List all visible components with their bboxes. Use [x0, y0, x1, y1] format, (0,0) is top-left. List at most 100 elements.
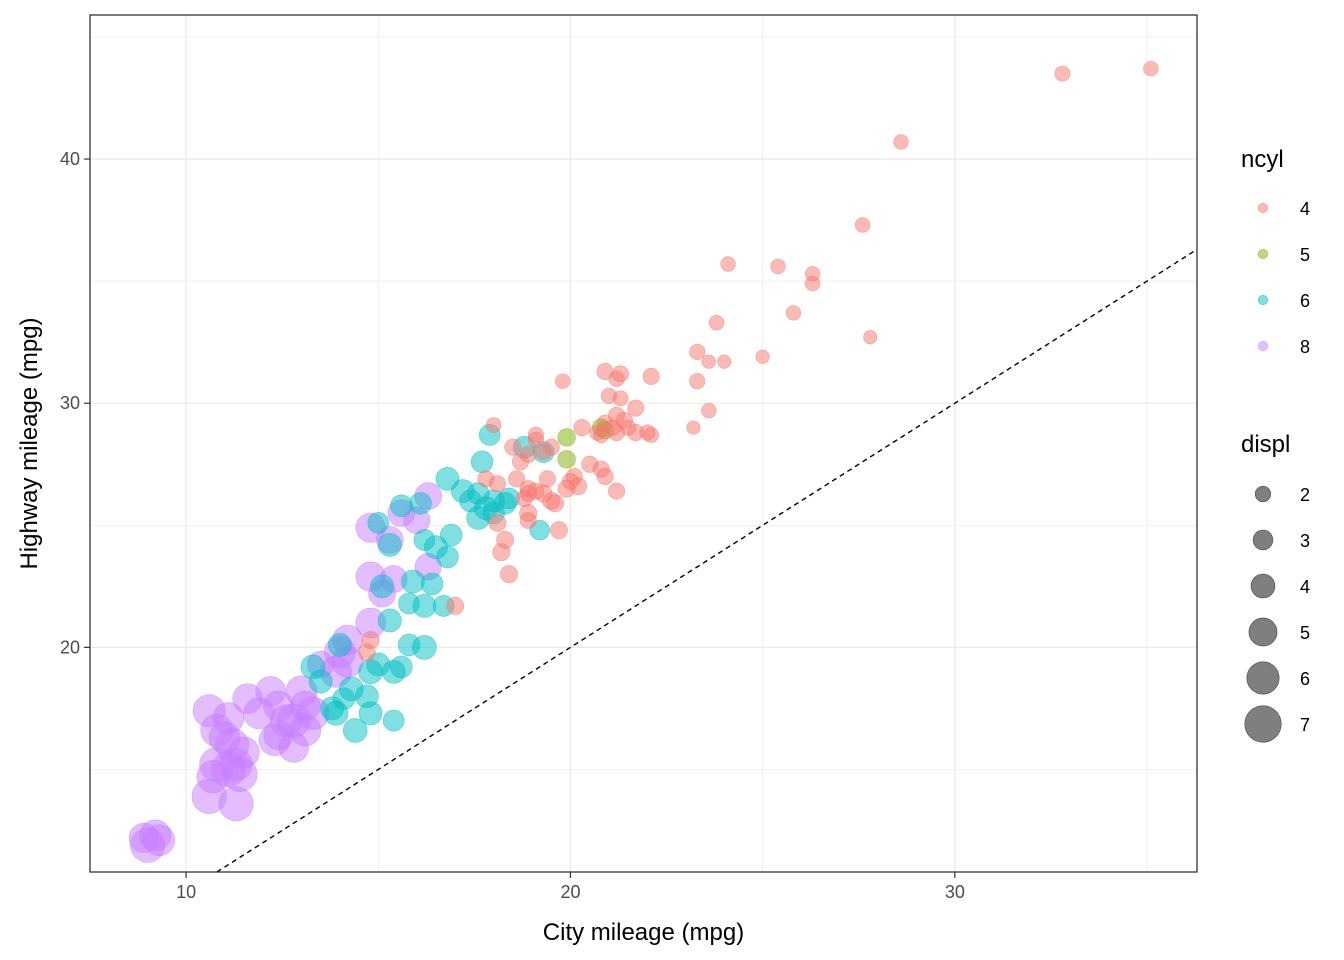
- point-ncyl-4: [804, 275, 821, 292]
- point-ncyl-4: [573, 419, 591, 437]
- point-ncyl-4: [620, 419, 637, 436]
- color-legend-label: 5: [1300, 245, 1310, 265]
- point-ncyl-4: [485, 417, 502, 434]
- color-legend-label: 6: [1300, 291, 1310, 311]
- point-ncyl-6: [409, 492, 432, 515]
- point-ncyl-4: [612, 390, 629, 407]
- point-ncyl-4: [504, 438, 522, 456]
- point-ncyl-4: [717, 354, 732, 369]
- point-ncyl-4: [542, 491, 561, 510]
- point-ncyl-4: [500, 565, 518, 584]
- point-ncyl-6: [370, 574, 395, 599]
- size-legend-label: 4: [1300, 577, 1310, 597]
- point-ncyl-4: [686, 420, 701, 435]
- point-ncyl-4: [535, 443, 552, 461]
- reference-line-y-equals-x: [216, 248, 1198, 873]
- point-ncyl-4: [596, 467, 614, 485]
- size-legend: displ 2 3 4 5 6 7: [1241, 431, 1310, 743]
- y-tick-label: 40: [60, 149, 80, 169]
- point-ncyl-4: [492, 543, 511, 562]
- point-ncyl-6: [390, 655, 413, 679]
- size-legend-key: [1244, 705, 1282, 743]
- point-ncyl-4: [519, 480, 537, 498]
- x-tick-label: 30: [945, 882, 965, 902]
- point-ncyl-5: [557, 428, 576, 447]
- point-ncyl-4: [361, 631, 380, 649]
- point-ncyl-4: [689, 373, 706, 390]
- point-ncyl-6: [397, 633, 421, 657]
- point-ncyl-6: [390, 494, 413, 518]
- point-ncyl-5: [557, 450, 576, 469]
- point-ncyl-8: [196, 760, 230, 794]
- point-ncyl-6: [398, 592, 420, 615]
- size-legend-label: 2: [1300, 485, 1310, 505]
- grid-lines: [90, 15, 1197, 872]
- color-legend-key: [1257, 202, 1269, 214]
- point-ncyl-4: [643, 427, 660, 443]
- point-ncyl-4: [642, 367, 660, 385]
- size-legend-key: [1248, 617, 1278, 647]
- color-legend-key: [1257, 294, 1269, 306]
- point-ncyl-4: [538, 470, 556, 488]
- size-legend-key: [1246, 661, 1280, 695]
- size-legend-label: 7: [1300, 715, 1310, 735]
- size-legend-label: 6: [1300, 669, 1310, 689]
- size-legend-label: 3: [1300, 531, 1310, 551]
- point-ncyl-4: [863, 330, 878, 345]
- point-ncyl-6: [358, 701, 383, 726]
- axis-ticks: 10 20 30 20 30 40: [60, 149, 965, 902]
- point-ncyl-6: [440, 523, 463, 547]
- point-ncyl-4: [508, 470, 526, 488]
- point-ncyl-6: [327, 633, 352, 657]
- size-legend-key: [1252, 529, 1274, 551]
- point-ncyl-4: [701, 354, 716, 369]
- y-axis-title: Highway mileage (mpg): [16, 317, 43, 569]
- point-ncyl-4: [488, 513, 507, 532]
- point-ncyl-6: [413, 529, 436, 551]
- point-ncyl-6: [470, 450, 494, 474]
- point-ncyl-4: [593, 426, 610, 444]
- y-tick-label: 20: [60, 637, 80, 657]
- point-ncyl-4: [565, 467, 583, 485]
- point-ncyl-6: [382, 709, 405, 732]
- point-ncyl-4: [701, 402, 717, 419]
- point-ncyl-8: [263, 690, 294, 722]
- point-ncyl-6: [377, 608, 402, 633]
- point-ncyl-8: [218, 786, 254, 822]
- point-ncyl-4: [689, 343, 706, 361]
- point-ncyl-4: [785, 305, 802, 321]
- x-axis-title: City mileage (mpg): [543, 919, 744, 946]
- point-ncyl-6: [342, 718, 368, 743]
- point-ncyl-6: [308, 669, 333, 694]
- color-legend-key: [1257, 340, 1269, 352]
- x-tick-label: 10: [176, 882, 196, 902]
- color-legend: ncyl 4 5 6 8: [1241, 146, 1310, 357]
- color-legend-key: [1257, 248, 1269, 260]
- point-ncyl-4: [1143, 61, 1159, 77]
- point-ncyl-4: [770, 258, 786, 275]
- point-ncyl-4: [708, 314, 725, 331]
- size-legend-label: 5: [1300, 623, 1310, 643]
- point-ncyl-4: [608, 482, 626, 500]
- point-ncyl-8: [263, 720, 294, 751]
- size-legend-title: displ: [1241, 431, 1290, 458]
- point-ncyl-4: [1054, 65, 1071, 82]
- data-points: [128, 61, 1159, 863]
- point-ncyl-8: [290, 690, 321, 722]
- point-ncyl-4: [555, 373, 571, 389]
- point-ncyl-8: [128, 822, 159, 853]
- point-ncyl-4: [627, 399, 645, 417]
- point-ncyl-4: [854, 217, 871, 233]
- point-ncyl-6: [436, 545, 459, 569]
- point-ncyl-4: [527, 431, 544, 448]
- point-ncyl-6: [367, 512, 390, 534]
- plot-panel-border: [89, 14, 1198, 873]
- color-legend-label: 4: [1300, 199, 1310, 219]
- point-ncyl-6: [332, 687, 355, 710]
- point-ncyl-8: [232, 683, 263, 714]
- point-ncyl-4: [755, 349, 770, 364]
- point-ncyl-6: [377, 532, 402, 557]
- y-tick-label: 30: [60, 393, 80, 413]
